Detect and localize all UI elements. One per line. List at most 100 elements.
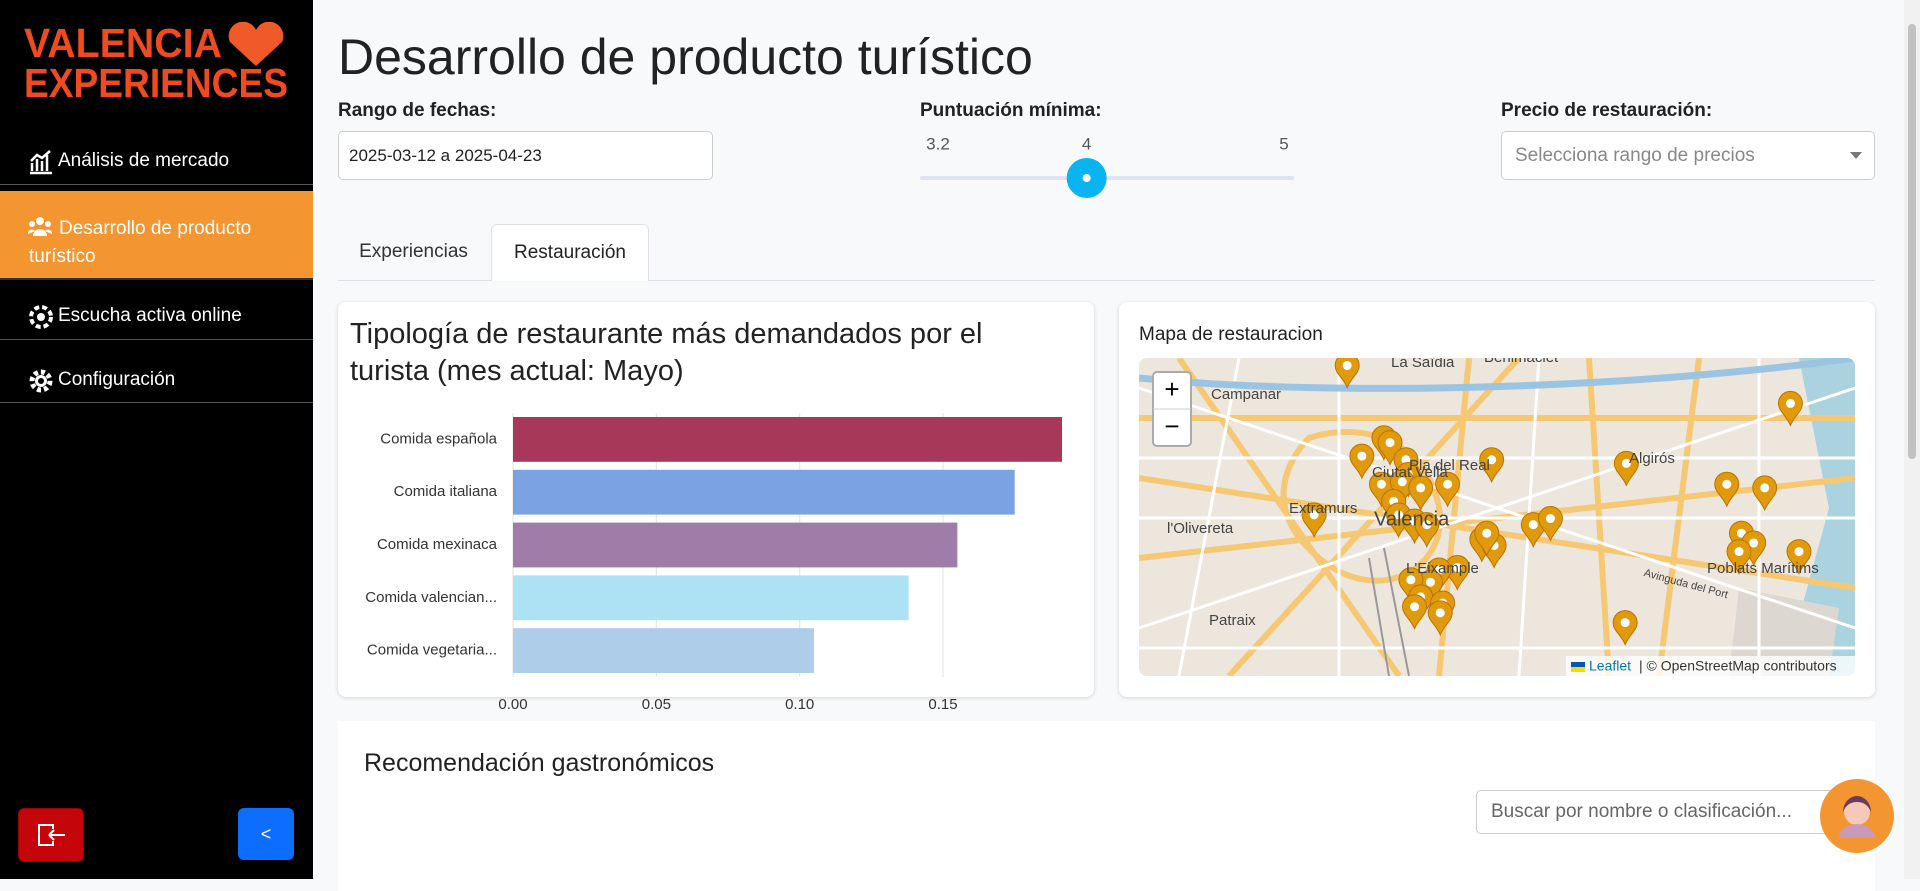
search-input[interactable]: Buscar por nombre o clasificación...	[1476, 790, 1843, 834]
map-marker	[1301, 502, 1327, 539]
bar	[513, 469, 1015, 515]
map-marker	[1726, 539, 1752, 575]
map-label: Pla del Real	[1409, 457, 1490, 474]
map-marker-dot	[1416, 483, 1426, 493]
attribution-text: | © OpenStreetMap contributors	[1639, 658, 1837, 674]
chat-button[interactable]	[1819, 778, 1895, 854]
attribution-link[interactable]: Leaflet	[1589, 658, 1631, 674]
map-marker-dot	[1376, 479, 1386, 489]
map-marker-dot	[1397, 477, 1407, 487]
port	[1729, 588, 1839, 676]
y-tick-label: Comida valencian...	[365, 589, 497, 606]
filter-label: Puntuación mínima:	[920, 100, 1102, 121]
map-marker	[1613, 450, 1639, 487]
map-marker-dot	[1734, 547, 1744, 557]
river	[1139, 358, 1855, 392]
x-tick-label: 0.05	[642, 696, 671, 713]
slider-knob-dot	[1082, 174, 1091, 182]
map-marker-dot	[1749, 538, 1759, 548]
markers	[1301, 358, 1812, 646]
map-label: Ciutat Vella	[1372, 464, 1449, 481]
collapse-button[interactable]: <	[238, 808, 294, 860]
flag	[1571, 662, 1585, 667]
nav-item[interactable]: Configuración	[0, 360, 313, 403]
logo-heart	[228, 22, 284, 66]
attribution-bg	[1566, 656, 1855, 676]
map-label: Extramurs	[1289, 500, 1357, 517]
map-marker	[1612, 610, 1638, 646]
railway	[1368, 547, 1410, 676]
y-tick-label: Comida española	[380, 430, 497, 447]
score-slider[interactable]: 3.2 4 5	[920, 130, 1294, 200]
icon	[29, 305, 53, 329]
map-marker-dot	[1309, 510, 1319, 520]
map-marker	[1408, 475, 1434, 512]
map-label: Poblats Marítims	[1707, 560, 1819, 577]
recommendations-card: Recomendación gastronómicos Buscar por n…	[338, 721, 1875, 891]
nav-item[interactable]: Análisis de mercado	[0, 141, 313, 185]
y-tick-label: Comida italiana	[394, 483, 498, 500]
map-label: l'Olivereta	[1167, 520, 1234, 537]
chart: 0.00 0.05 0.10 0.15 Comida española Comida it…	[365, 413, 1062, 713]
slider-max: 5	[1279, 134, 1288, 153]
nav-item-active[interactable]: Desarrollo de producto turístico	[0, 191, 313, 280]
map-label: La Saïdia	[1391, 358, 1455, 371]
map-marker-dot	[1760, 483, 1770, 493]
map-label: Algirós	[1629, 450, 1675, 467]
map[interactable]: La SaïdiaBenimacletCampanarCiutat VellaP…	[1139, 358, 1855, 676]
map-marker-dot	[1410, 602, 1420, 612]
chart-title: Tipología de restaurante más demandados …	[350, 318, 983, 387]
sea	[1779, 358, 1855, 676]
map-label: L'Eixample	[1406, 560, 1479, 577]
section-title: Recomendación gastronómicos	[364, 749, 715, 777]
slider-track	[920, 176, 1294, 180]
scrollbar	[1904, 0, 1920, 879]
map-marker	[1479, 447, 1505, 484]
bar	[513, 522, 958, 568]
map-marker-dot	[1487, 455, 1497, 465]
zoom-in[interactable]: +	[1164, 374, 1179, 404]
map-marker-dot	[1620, 618, 1630, 628]
filter-label: Rango de fechas:	[338, 100, 497, 121]
bar	[513, 417, 1062, 462]
map-marker	[1786, 539, 1812, 575]
map-marker-dot	[1385, 438, 1395, 448]
map-marker-dot	[1342, 360, 1352, 370]
zoom-out[interactable]: −	[1164, 411, 1179, 441]
placeholder: Selecciona rango de precios	[1515, 145, 1755, 166]
nav-label: Análisis de mercado	[58, 150, 230, 171]
map-marker-dot	[1785, 398, 1795, 408]
tab[interactable]: Experiencias	[359, 241, 468, 262]
map-marker-dot	[1452, 563, 1462, 573]
price-select[interactable]: Selecciona rango de precios	[1501, 131, 1875, 180]
map-marker-dot	[1435, 608, 1445, 618]
scroll-thumb[interactable]	[1908, 24, 1916, 459]
map-marker-dot	[1482, 528, 1492, 538]
map-marker	[1427, 600, 1453, 637]
map-marker	[1537, 506, 1563, 542]
nav-item[interactable]: Escucha activa online	[0, 296, 313, 340]
logout-button[interactable]	[18, 808, 84, 862]
map-marker	[1474, 520, 1500, 557]
map-marker	[1349, 443, 1375, 480]
map-marker-dot	[1528, 520, 1538, 530]
icon	[28, 217, 52, 236]
y-tick-label: Comida vegetaria...	[367, 642, 497, 659]
bar	[513, 575, 909, 621]
map-label: Benimaclet	[1484, 358, 1559, 366]
map-marker	[1714, 471, 1740, 508]
map-marker	[1414, 512, 1440, 548]
map-marker-dot	[1443, 479, 1453, 489]
map-marker-dot	[1422, 520, 1432, 530]
date-input[interactable]: 2025-03-12 a 2025-04-23	[338, 131, 713, 180]
map-marker	[1777, 390, 1803, 427]
map-marker-dot	[1357, 451, 1367, 461]
map-label: Campanar	[1211, 386, 1281, 403]
icon	[38, 824, 65, 846]
map-marker-dot	[1621, 458, 1631, 468]
tab-active[interactable]: Restauración	[491, 224, 649, 281]
map-marker-dot	[1425, 577, 1435, 587]
tab-border	[338, 280, 1875, 281]
sidebar: VALENCIA EXPERIENCES Análisis de mercado…	[0, 0, 313, 879]
map-marker	[1334, 358, 1360, 389]
